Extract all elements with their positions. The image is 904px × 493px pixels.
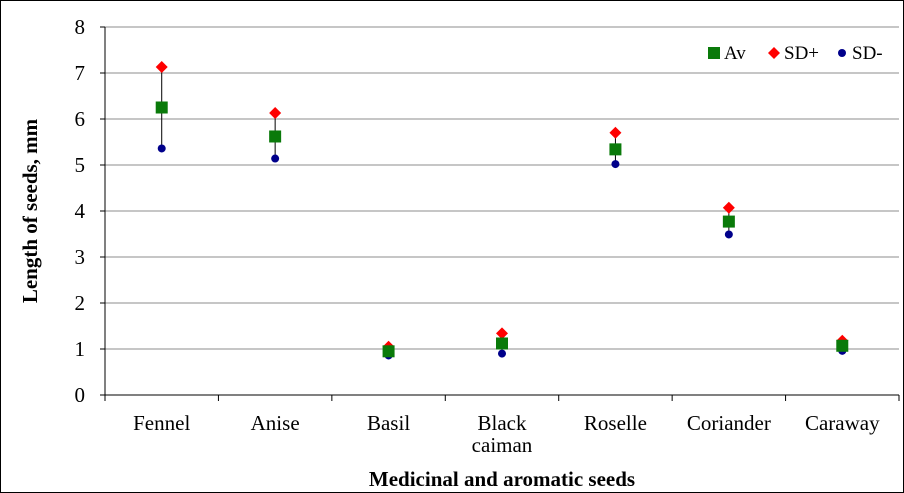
- point-sdplus: [269, 107, 282, 120]
- legend-marker: [768, 47, 780, 59]
- y-tick-label: 1: [75, 337, 86, 361]
- point-av: [722, 215, 735, 228]
- point-av: [836, 339, 849, 352]
- legend-label: SD-: [852, 43, 883, 64]
- y-tick-label: 2: [75, 291, 86, 315]
- point-sdminus: [611, 160, 620, 169]
- point-av: [269, 130, 282, 143]
- y-tick-label: 7: [75, 61, 86, 85]
- point-av: [496, 337, 508, 350]
- point-sdplus: [496, 327, 508, 340]
- y-tick-label: 0: [75, 383, 86, 407]
- point-sdminus: [271, 154, 280, 163]
- point-av: [609, 143, 622, 156]
- x-tick-label: caiman: [472, 433, 533, 457]
- point-sdminus: [498, 349, 506, 358]
- legend-label: Av: [724, 43, 746, 64]
- point-sdplus: [155, 61, 168, 74]
- legend-marker: [708, 47, 720, 59]
- x-tick-label: Basil: [367, 411, 410, 435]
- point-sdminus: [157, 144, 166, 153]
- x-tick-label: Black: [478, 411, 527, 435]
- point-sdminus: [724, 230, 733, 239]
- x-tick-label: Roselle: [584, 411, 647, 435]
- y-tick-label: 8: [75, 15, 86, 39]
- x-tick-label: Coriander: [687, 411, 771, 435]
- y-tick-label: 6: [75, 107, 86, 131]
- point-av: [382, 345, 395, 358]
- x-axis-title: Medicinal and aromatic seeds: [369, 467, 635, 491]
- legend-label: SD+: [784, 43, 819, 64]
- legend-marker: [838, 49, 846, 57]
- point-sdplus: [722, 201, 735, 214]
- point-av: [155, 101, 168, 114]
- y-tick-label: 5: [75, 153, 86, 177]
- y-axis-title: Length of seeds, mm: [18, 118, 42, 303]
- y-tick-label: 3: [75, 245, 86, 269]
- y-tick-label: 4: [75, 199, 86, 223]
- x-tick-label: Caraway: [805, 411, 880, 435]
- x-tick-label: Fennel: [133, 411, 190, 435]
- point-sdplus: [609, 126, 622, 139]
- x-tick-label: Anise: [251, 411, 300, 435]
